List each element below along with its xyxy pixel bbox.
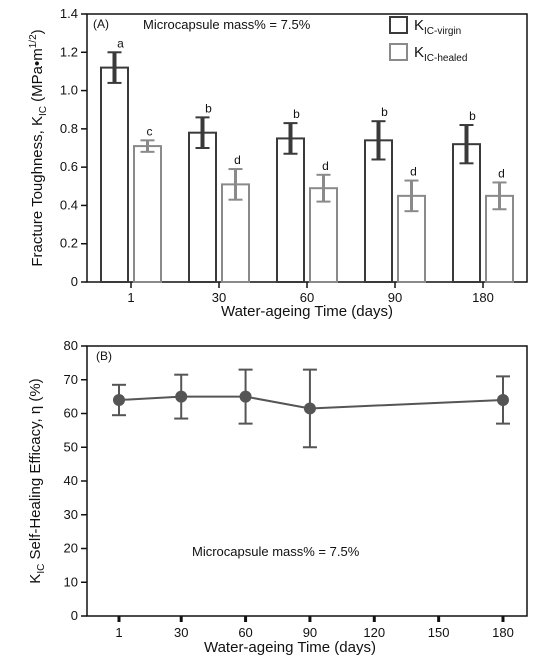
y-tick-label: 0.2	[60, 236, 78, 251]
panel-a-legend: KIC-virgin KIC-healed	[389, 16, 467, 64]
panel-b-chart: (B) Microcapsule mass% = 7.5% 0 10 20 30 40 5…	[27, 338, 528, 656]
legend-swatch-virgin	[389, 16, 408, 34]
significance-letter: a	[117, 36, 124, 50]
panel-a-bars: a c b d b d b d b d	[100, 36, 514, 284]
significance-letter: b	[469, 109, 476, 123]
significance-letter: b	[381, 105, 388, 119]
panel-a-chart: (A) Microcapsule mass% = 7.5% KIC-virgin…	[28, 6, 528, 320]
bar-virgin	[100, 66, 129, 283]
y-tick-label: 1.0	[60, 83, 78, 98]
x-tick-label: 180	[492, 625, 514, 640]
y-tick-label: 10	[64, 574, 78, 589]
significance-letter: d	[322, 159, 329, 173]
y-tick-label: 0.4	[60, 197, 78, 212]
y-tick-label: 80	[64, 338, 78, 353]
legend-swatch-healed	[389, 43, 408, 61]
significance-letter: d	[410, 165, 417, 179]
x-tick-label: 120	[363, 625, 385, 640]
bar-healed	[133, 145, 162, 283]
data-point	[113, 394, 125, 406]
y-tick-label: 40	[64, 473, 78, 488]
significance-letter: b	[205, 101, 212, 115]
legend-label-healed: KIC-healed	[414, 44, 467, 64]
y-tick-label: 20	[64, 541, 78, 556]
y-tick-label: 0.8	[60, 121, 78, 136]
x-tick-label: 90	[388, 290, 402, 305]
panel-a-annotation: Microcapsule mass% = 7.5%	[143, 17, 311, 32]
panel-b-x-axis: 1 30 60 90 120 150 180	[115, 616, 514, 640]
significance-letter: d	[498, 166, 505, 180]
data-point	[239, 390, 252, 403]
panel-b-x-axis-title: Water-ageing Time (days)	[204, 639, 376, 656]
y-tick-label: 0	[71, 608, 78, 623]
data-point	[303, 402, 316, 415]
bar-virgin	[188, 131, 217, 283]
bar-healed	[309, 187, 338, 283]
significance-letter: b	[293, 107, 300, 121]
y-tick-label: 0.6	[60, 159, 78, 174]
x-tick-label: 1	[115, 625, 122, 640]
legend-label-virgin: KIC-virgin	[414, 17, 461, 37]
y-tick-label: 70	[64, 372, 78, 387]
data-point	[175, 390, 188, 403]
significance-letter: d	[234, 153, 241, 167]
x-tick-label: 30	[174, 625, 188, 640]
panel-b-annotation: Microcapsule mass% = 7.5%	[192, 544, 360, 559]
y-tick-label: 60	[64, 406, 78, 421]
panel-b-y-axis-title: KIC Self-Healing Efficacy, η (%)	[27, 378, 47, 583]
panel-a-x-axis: 1 30 60 90 180	[127, 282, 494, 305]
panel-b-y-axis: 0 10 20 30 40 50 60 70 80	[64, 338, 87, 623]
x-tick-label: 180	[472, 290, 494, 305]
y-tick-label: 50	[64, 439, 78, 454]
panel-b-frame	[86, 345, 528, 617]
panel-a-y-axis: 0 0.2 0.4 0.6 0.8 1.0 1.2 1.4	[60, 6, 87, 289]
x-tick-label: 90	[303, 625, 317, 640]
panel-a-label: (A)	[93, 17, 109, 31]
panel-a-y-axis-title: Fracture Toughness, KIC (MPa•m1/2)	[28, 29, 49, 266]
panel-b-label: (B)	[96, 349, 112, 363]
data-point	[497, 394, 509, 406]
significance-letter: c	[147, 124, 153, 138]
panel-b-series	[112, 368, 510, 449]
x-tick-label: 30	[212, 290, 226, 305]
bar-virgin	[364, 139, 393, 283]
x-tick-label: 60	[238, 625, 252, 640]
y-tick-label: 1.4	[60, 6, 78, 21]
y-tick-label: 0	[71, 274, 78, 289]
y-tick-label: 1.2	[60, 44, 78, 59]
bar-virgin	[452, 143, 481, 283]
bar-virgin	[276, 137, 305, 283]
panel-a-x-axis-title: Water-ageing Time (days)	[221, 303, 393, 320]
x-tick-label: 1	[127, 290, 134, 305]
y-tick-label: 30	[64, 507, 78, 522]
x-tick-label: 150	[428, 625, 450, 640]
x-tick-label: 60	[300, 290, 314, 305]
